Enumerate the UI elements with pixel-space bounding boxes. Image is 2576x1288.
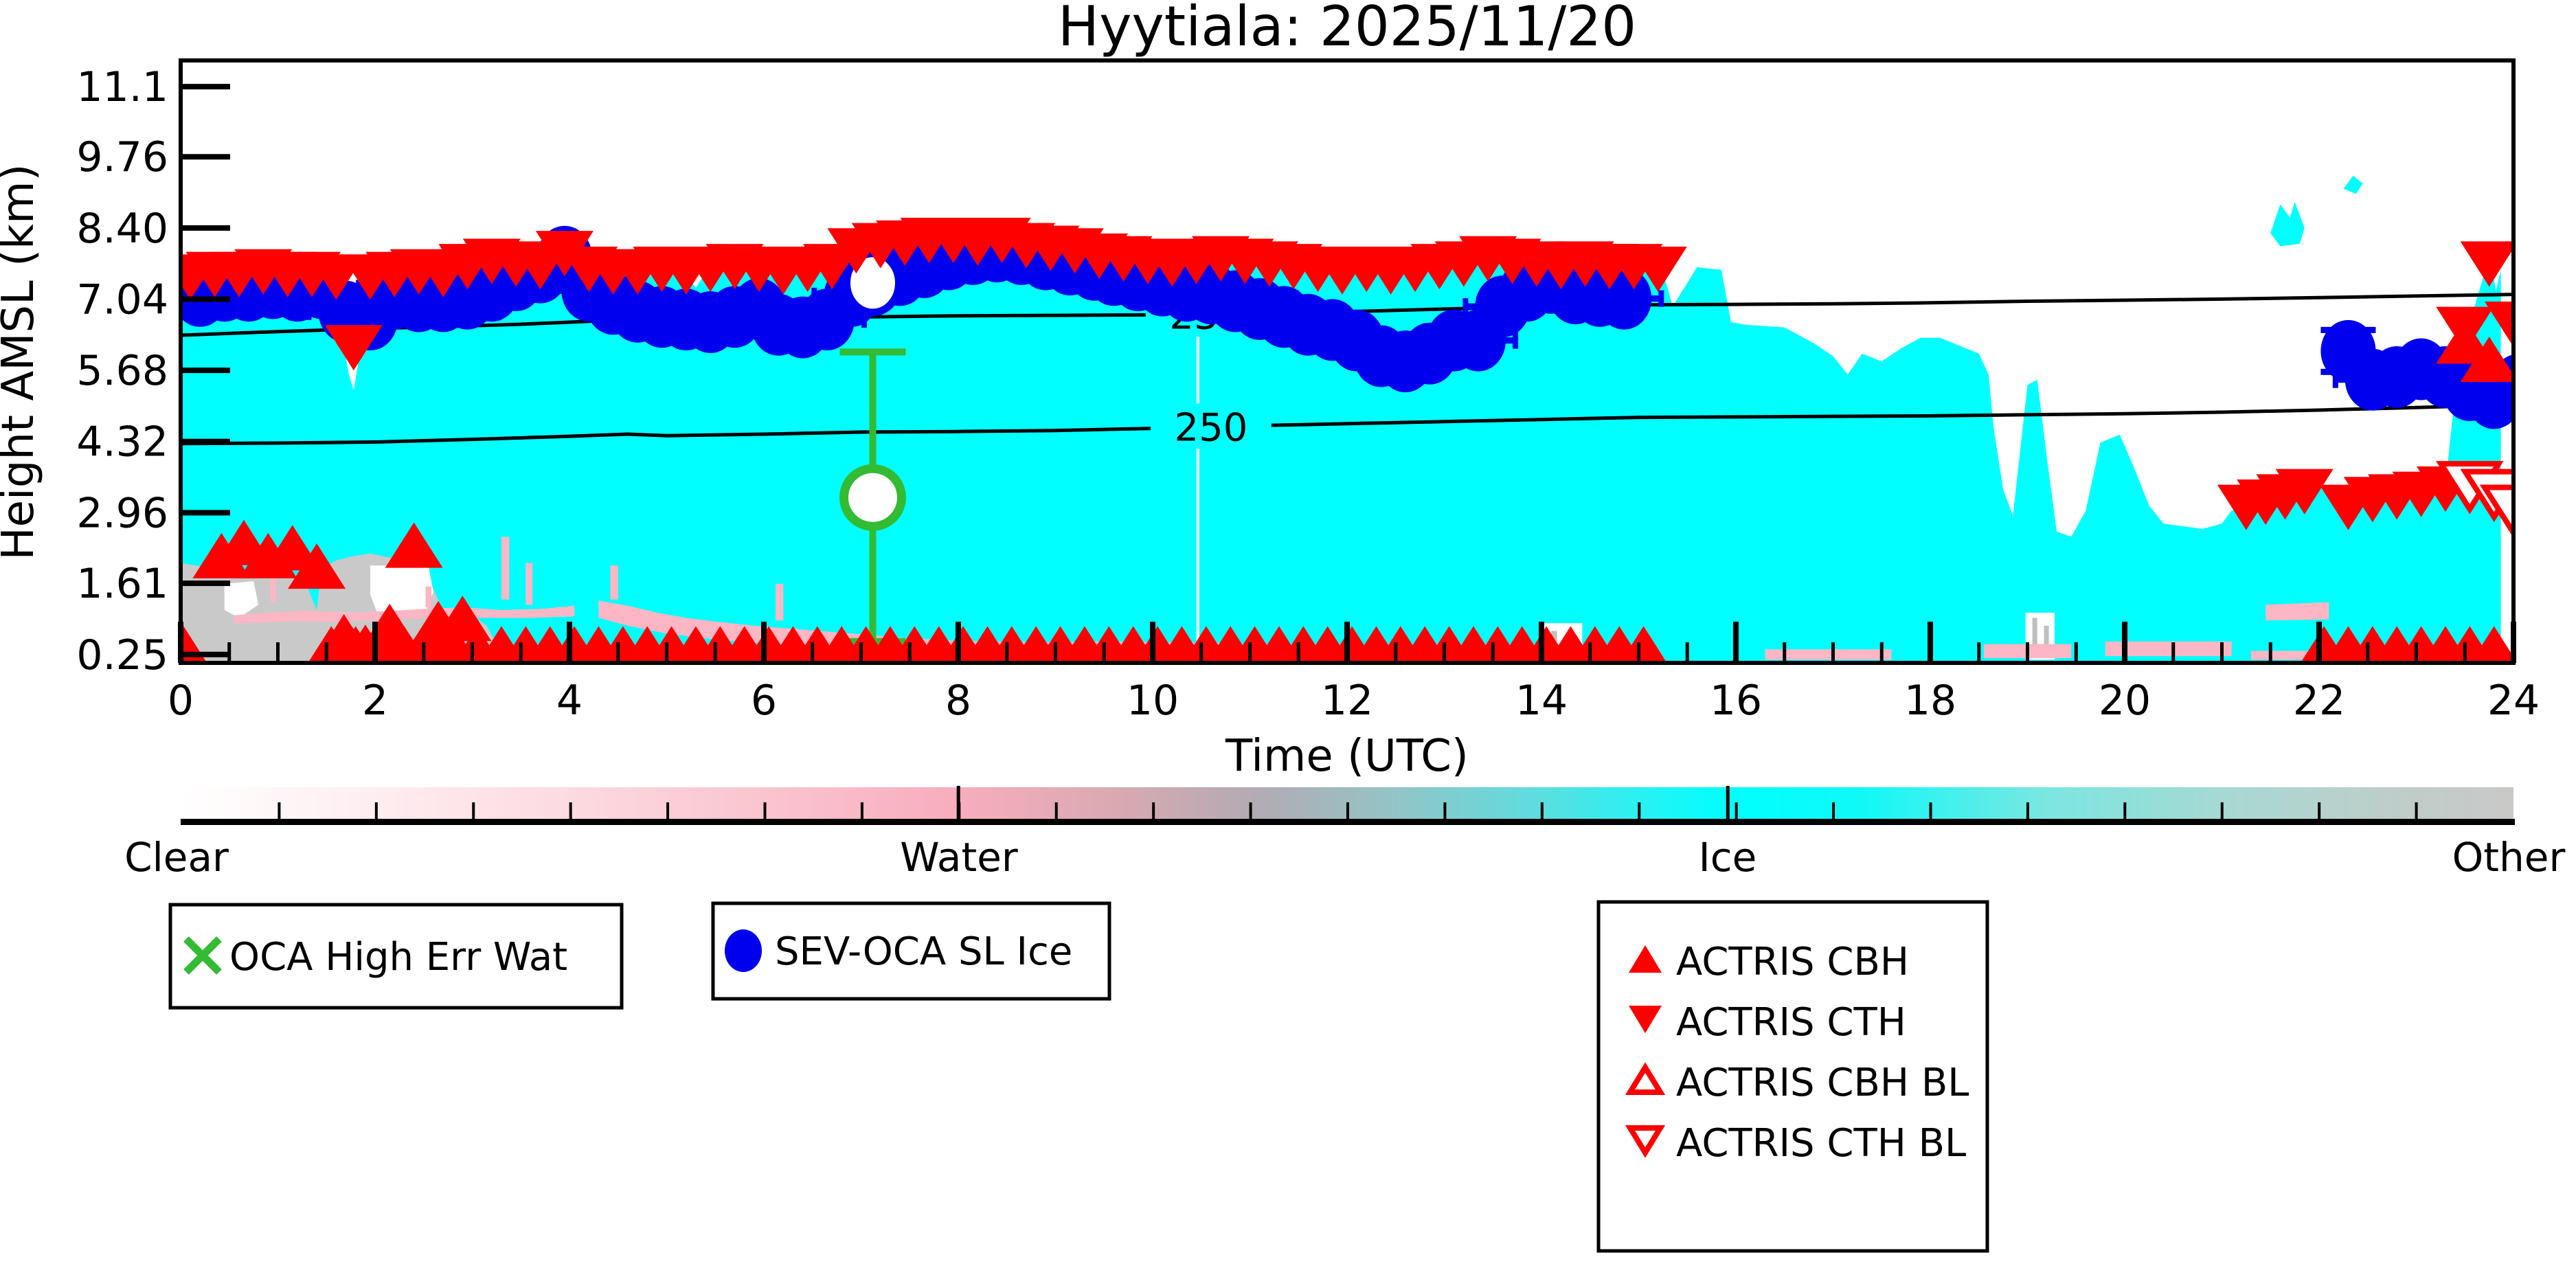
y-tick-label: 8.40 <box>76 205 168 253</box>
chart-title: Hyytiala: 2025/11/20 <box>1058 0 1636 58</box>
contour-label-250: 250 <box>1174 405 1247 450</box>
actris-cbh-marker <box>288 543 346 589</box>
actris-cth-marker <box>2275 468 2334 515</box>
y-axis-label: Height AMSL (km) <box>0 164 44 561</box>
x-tick-label: 12 <box>1321 677 1373 725</box>
water-wisp-3 <box>501 536 510 600</box>
colorbar-label-clear: Clear <box>124 834 229 881</box>
triangle-down-filled-icon <box>1629 1006 1662 1033</box>
x-marker-icon <box>183 936 222 975</box>
sev-oca-sl-ice-marker <box>2320 319 2376 382</box>
x-tick-label: 4 <box>556 677 583 725</box>
x-tick-label: 0 <box>168 677 194 725</box>
actris-cth-marker <box>324 325 383 371</box>
actris-cbh-marker <box>433 596 492 642</box>
x-tick-label: 14 <box>1515 677 1568 725</box>
legend-item-label: SEV-OCA SL Ice <box>775 929 1072 974</box>
x-tick-label: 8 <box>945 677 971 725</box>
y-tick-label: 4.32 <box>76 418 168 466</box>
actris-cbh-marker <box>1620 626 1667 663</box>
legend-box <box>711 901 1111 1001</box>
actris-cth-marker <box>2460 241 2513 287</box>
water-strip-20h <box>2105 641 2232 657</box>
colorbar-label-other: Other <box>2452 834 2566 881</box>
water-band-early <box>234 605 575 624</box>
legend-item-label: ACTRIS CBH <box>1676 940 1909 984</box>
actris-cth-marker <box>2436 306 2494 352</box>
colorbar-baseline <box>181 819 2515 825</box>
ice-wisp-22h <box>2343 175 2363 194</box>
water-wisp-2 <box>425 586 432 608</box>
actris-cbh-marker <box>2470 626 2513 663</box>
legend-oca-high-err-wat: OCA High Err Wat <box>168 903 624 1010</box>
water-wisp-1 <box>270 570 276 602</box>
legend-sev-oca-sl-ice: SEV-OCA SL Ice <box>711 901 1111 1001</box>
x-tick-label: 18 <box>1904 677 1956 725</box>
data-markers <box>181 218 2513 663</box>
white-dataline-10h <box>1196 260 1199 662</box>
contour-label-bg <box>1150 403 1272 449</box>
colorbar: Clear Water Ice Other <box>124 786 2565 881</box>
colorbar-ticks <box>278 786 2418 819</box>
water-patch-21h <box>2266 602 2329 621</box>
x-tick-label: 6 <box>751 677 777 725</box>
x-tick-label: 24 <box>2487 677 2540 725</box>
colorbar-label-water: Water <box>900 834 1018 881</box>
water-wisp-5 <box>610 565 618 600</box>
actris-cbh-marker <box>385 522 443 568</box>
actris-cth-marker <box>1629 246 1687 292</box>
oca-high-err-wat-marker <box>839 464 906 531</box>
legend-box <box>168 903 624 1010</box>
water-strip-17h <box>1765 649 1892 660</box>
triangle-up-filled-icon <box>1629 945 1662 973</box>
legend-box <box>1596 900 1989 1253</box>
ice-wisp-21h <box>2270 201 2305 247</box>
water-wisp-6 <box>776 583 784 621</box>
legend-actris: ACTRIS CBH ACTRIS CTH ACTRIS CBH BL ACTR… <box>1596 900 1989 1253</box>
x-tick-label: 20 <box>2099 677 2151 725</box>
x-axis-label: Time (UTC) <box>1225 731 1469 782</box>
y-tick-label: 2.96 <box>76 489 168 537</box>
white-hole-left-a <box>224 581 259 618</box>
y-tick-label: 7.04 <box>76 275 168 324</box>
legend-item-label: ACTRIS CTH BL <box>1676 1121 1966 1166</box>
triangle-down-open-icon <box>1625 1125 1666 1158</box>
y-tick-label: 5.68 <box>76 347 168 395</box>
triangle-up-open-icon <box>1625 1062 1666 1095</box>
x-tick-label: 22 <box>2293 677 2345 725</box>
circle-marker-icon <box>725 929 762 972</box>
water-wisp-4 <box>526 563 533 605</box>
y-tick-label: 11.1 <box>76 63 168 111</box>
water-band-mid <box>598 600 1223 652</box>
x-tick-label: 2 <box>362 677 388 725</box>
legend-item-label: ACTRIS CTH <box>1676 1000 1906 1045</box>
contour-line-250 <box>181 403 2513 446</box>
y-tick-label: 1.61 <box>76 560 168 608</box>
white-hole-left-b <box>370 565 433 621</box>
actris-cth-marker <box>2485 301 2513 347</box>
legend-item-label: OCA High Err Wat <box>229 935 567 980</box>
actris-cth-bl-marker <box>2479 484 2513 538</box>
y-tick-label: 0.25 <box>76 631 168 679</box>
colorbar-label-ice: Ice <box>1699 834 1757 881</box>
x-tick-label: 10 <box>1127 677 1179 725</box>
legend-item-label: ACTRIS CBH BL <box>1676 1061 1969 1105</box>
actris-cbh-marker <box>2460 337 2513 383</box>
y-tick-label: 9.76 <box>76 133 168 181</box>
x-tick-label: 16 <box>1710 677 1762 725</box>
